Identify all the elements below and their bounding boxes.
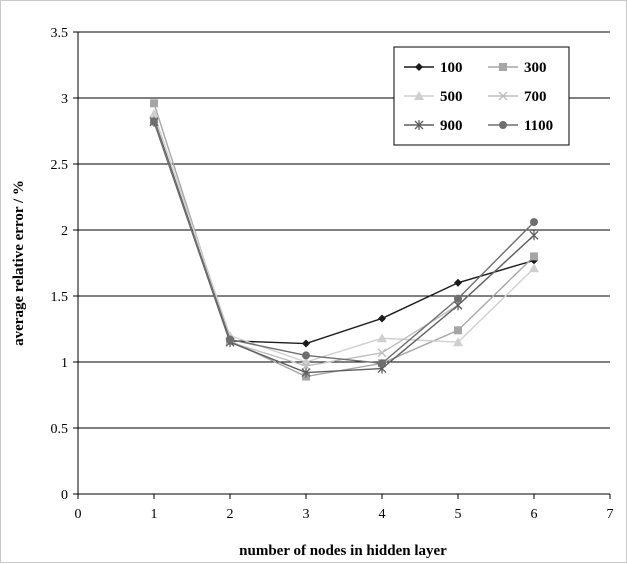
legend-item-900: 900 xyxy=(404,118,463,134)
data-point-300 xyxy=(150,99,158,108)
data-point-1100 xyxy=(150,117,158,126)
legend-marker xyxy=(414,120,424,130)
legend-item-300: 300 xyxy=(488,60,547,76)
legend-label: 900 xyxy=(440,118,463,134)
data-point-300 xyxy=(454,326,462,335)
data-point-1100 xyxy=(302,351,310,360)
tick-labels: 0 0.5 1 1.5 2 2.5 3 3.5 0 1 2 3 4 5 6 7 xyxy=(51,26,614,522)
x-tick-label: 2 xyxy=(227,507,234,522)
legend-label: 300 xyxy=(524,60,547,76)
x-tick-label: 0 xyxy=(75,507,82,522)
series-100 xyxy=(150,115,538,348)
y-tick-label: 3 xyxy=(61,92,68,107)
data-point-500 xyxy=(529,263,539,273)
data-point-1100 xyxy=(226,335,234,344)
legend-label: 1100 xyxy=(524,118,553,134)
data-point-900 xyxy=(301,367,311,378)
legend-item-700: 700 xyxy=(488,89,547,105)
legend-label: 700 xyxy=(524,89,547,105)
data-point-700 xyxy=(301,361,311,371)
x-tick-label: 1 xyxy=(151,507,158,522)
data-point-100 xyxy=(378,314,386,323)
y-tick-label: 1.5 xyxy=(51,290,69,305)
data-point-900 xyxy=(529,230,539,241)
legend-item-1100: 1100 xyxy=(488,118,553,134)
x-tick-label: 7 xyxy=(607,507,614,522)
x-axis-title: number of nodes in hidden layer xyxy=(239,543,447,559)
y-axis-title: average relative error / % xyxy=(11,180,27,346)
y-tick-label: 2.5 xyxy=(51,158,69,173)
legend-marker xyxy=(499,63,507,71)
data-point-1100 xyxy=(530,218,538,227)
x-tick-label: 4 xyxy=(379,507,386,522)
grid-lines xyxy=(78,31,610,429)
legend-item-100: 100 xyxy=(404,60,463,76)
series-line-900 xyxy=(153,121,535,374)
series-700 xyxy=(149,115,539,371)
legend-marker xyxy=(498,91,508,101)
legend: 100 300 500 700 900 1100 xyxy=(393,46,570,146)
series-500 xyxy=(149,108,539,366)
y-tick-label: 0.5 xyxy=(51,422,69,437)
legend-marker xyxy=(415,63,423,71)
series-1100 xyxy=(150,117,538,368)
data-point-700 xyxy=(377,348,387,358)
data-point-100 xyxy=(454,278,462,287)
x-tick-label: 6 xyxy=(531,507,538,522)
x-tick-label: 3 xyxy=(303,507,310,522)
legend-label: 100 xyxy=(440,60,463,76)
series-line-100 xyxy=(153,118,535,345)
x-tick-label: 5 xyxy=(455,507,462,522)
y-tick-label: 2 xyxy=(61,224,68,239)
data-point-1100 xyxy=(454,294,462,303)
data-point-500 xyxy=(149,108,159,118)
series-line-1100 xyxy=(153,121,535,365)
data-point-1100 xyxy=(378,359,386,368)
data-point-300 xyxy=(530,252,538,261)
series-line-500 xyxy=(153,113,535,363)
series-layer xyxy=(149,99,539,381)
legend-marker xyxy=(499,121,507,129)
data-point-500 xyxy=(377,333,387,343)
data-point-100 xyxy=(302,339,310,348)
legend-marker xyxy=(414,91,424,100)
y-tick-label: 0 xyxy=(61,488,68,503)
series-line-700 xyxy=(153,120,535,367)
y-tick-label: 3.5 xyxy=(51,26,69,41)
axes xyxy=(73,31,611,499)
data-point-500 xyxy=(453,337,463,347)
y-tick-label: 1 xyxy=(61,356,68,371)
legend-label: 500 xyxy=(440,89,463,105)
legend-item-500: 500 xyxy=(404,89,463,105)
series-900 xyxy=(149,116,539,378)
